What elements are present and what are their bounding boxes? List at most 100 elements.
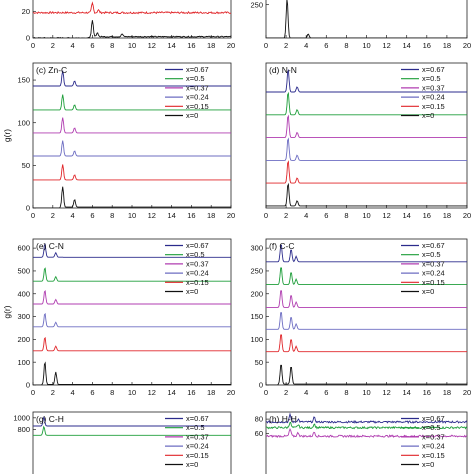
chart-panel-0: 0 2 4 6 8 10 12 14 16 18 20 0 20 <box>22 0 235 50</box>
x-tick-label: 8 <box>344 211 348 220</box>
series-line-x067 <box>266 244 467 263</box>
x-tick-label: 14 <box>167 211 175 220</box>
y-tick-label: 200 <box>17 335 30 344</box>
y-tick-label: 250 <box>250 0 263 9</box>
series-line-x037 <box>266 290 467 308</box>
x-tick-label: 8 <box>110 41 114 50</box>
x-tick-label: 8 <box>344 41 348 50</box>
series-group <box>266 244 467 385</box>
x-tick-label: 18 <box>207 41 215 50</box>
x-tick-label: 18 <box>443 388 451 397</box>
panel-title: (d) N-N <box>269 65 297 75</box>
y-tick-label: 600 <box>17 244 30 253</box>
plot-frame <box>265 411 468 474</box>
series-line-x05 <box>33 425 231 436</box>
legend-label: x=0.15 <box>186 278 209 287</box>
x-tick-label: 4 <box>71 41 75 50</box>
series-line-x05 <box>266 267 467 286</box>
legend-label: x=0.37 <box>422 432 445 441</box>
panel-title: (f) C-C <box>269 241 295 251</box>
x-tick-label: 12 <box>382 41 390 50</box>
x-tick-label: 0 <box>264 388 268 397</box>
x-tick-label: 10 <box>128 41 136 50</box>
series-line-x05 <box>33 94 231 111</box>
legend-label: x=0.5 <box>422 74 441 83</box>
x-tick-label: 2 <box>284 388 288 397</box>
chart-panel-7: 80 60 (h) H-H x=0.67x=0.5x=0.37x=0.24x=0.15… <box>255 411 468 474</box>
legend-label: x=0.15 <box>422 451 445 460</box>
panel-title: (c) Zn-C <box>36 65 67 75</box>
legend-label: x=0.67 <box>186 241 209 250</box>
series-line-x05 <box>33 267 231 282</box>
series-line-x037 <box>266 114 467 139</box>
legend-label: x=0.24 <box>422 442 445 451</box>
x-tick-label: 6 <box>90 388 94 397</box>
series-line-x015 <box>33 336 231 352</box>
x-tick-label: 8 <box>110 388 114 397</box>
x-tick-label: 0 <box>264 211 268 220</box>
x-tick-label: 4 <box>304 41 308 50</box>
x-tick-label: 12 <box>148 41 156 50</box>
series-line-x05 <box>266 91 467 116</box>
x-tick-label: 4 <box>71 388 75 397</box>
x-tick-label: 10 <box>128 388 136 397</box>
legend-label: x=0.37 <box>422 83 445 92</box>
x-tick-label: 14 <box>403 388 411 397</box>
y-tick-label: 100 <box>17 118 30 127</box>
y-tick-label: 800 <box>17 425 30 434</box>
legend-label: x=0.37 <box>186 83 209 92</box>
series-line-x015 <box>266 160 467 184</box>
series-line-x037 <box>266 428 467 439</box>
y-tick-label: 400 <box>17 289 30 298</box>
legend-label: x=0.24 <box>186 442 209 451</box>
legend-label: x=0 <box>422 287 434 296</box>
y-tick-label: 0 <box>26 381 30 390</box>
series-line-x0 <box>266 364 467 385</box>
x-tick-label: 0 <box>31 41 35 50</box>
x-tick-label: 20 <box>463 41 471 50</box>
x-tick-label: 16 <box>187 41 195 50</box>
y-tick-label: 250 <box>250 267 263 276</box>
legend-label: x=0.37 <box>186 259 209 268</box>
y-tick-label: 1000 <box>13 413 30 422</box>
legend-label: x=0 <box>422 111 434 120</box>
legend-label: x=0.67 <box>422 414 445 423</box>
x-tick-label: 2 <box>284 211 288 220</box>
legend-label: x=0.5 <box>422 423 441 432</box>
chart-panel-2: 0 2 4 6 8 10 12 14 16 18 20 0 50 100 150 (c) Zn-C g(r) x=… <box>2 62 235 220</box>
x-tick-label: 0 <box>31 388 35 397</box>
legend-label: x=0.15 <box>186 451 209 460</box>
legend-label: x=0 <box>186 287 198 296</box>
x-tick-label: 16 <box>187 388 195 397</box>
legend-label: x=0.15 <box>186 102 209 111</box>
x-tick-label: 0 <box>264 41 268 50</box>
legend-label: x=0 <box>422 460 434 469</box>
x-tick-label: 0 <box>31 211 35 220</box>
series-group <box>33 1 231 38</box>
x-tick-label: 10 <box>362 211 370 220</box>
y-tick-label: 100 <box>250 335 263 344</box>
legend-label: x=0.67 <box>186 414 209 423</box>
series-group <box>33 70 231 208</box>
x-tick-label: 6 <box>90 41 94 50</box>
legend-label: x=0 <box>186 460 198 469</box>
series-group <box>33 243 231 385</box>
series-line-x067 <box>33 416 231 427</box>
x-tick-label: 6 <box>324 388 328 397</box>
series-group <box>266 412 467 439</box>
legend-label: x=0.5 <box>422 250 441 259</box>
x-tick-label: 10 <box>362 41 370 50</box>
plot-frame <box>32 0 232 39</box>
x-tick-label: 20 <box>227 211 235 220</box>
x-tick-label: 10 <box>128 211 136 220</box>
y-tick-label: 0 <box>26 34 30 43</box>
x-tick-label: 14 <box>167 388 175 397</box>
x-tick-label: 20 <box>463 211 471 220</box>
y-tick-label: 60 <box>255 429 263 438</box>
legend-label: x=0.15 <box>422 102 445 111</box>
legend-label: x=0.15 <box>422 278 445 287</box>
x-tick-label: 8 <box>344 388 348 397</box>
